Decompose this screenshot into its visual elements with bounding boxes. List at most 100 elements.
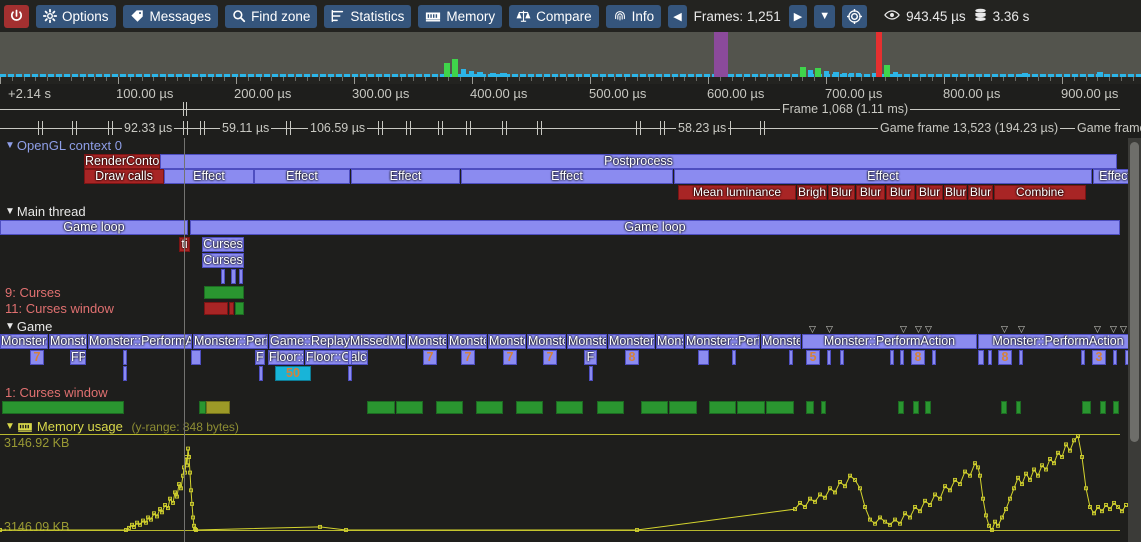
lock-bar[interactable] [235, 302, 244, 315]
timeline-zone[interactable]: Game loop [0, 220, 188, 235]
timeline-zone[interactable] [348, 350, 352, 365]
timeline-zone[interactable]: Floor:: [268, 350, 304, 365]
frame-bar[interactable] [500, 73, 507, 77]
time-ruler[interactable]: +2.14 s 100.00 µs 200.00 µs 300.00 µs 400.00… [0, 84, 1141, 106]
timeline-zone[interactable]: Monster::PerformAction [193, 334, 268, 349]
frame-bar[interactable] [444, 63, 450, 77]
timeline-zone[interactable]: Postprocess [160, 154, 1117, 169]
timeline-zone[interactable]: Effect [461, 169, 673, 184]
zone-collapse-icon[interactable]: ▽ [925, 324, 932, 334]
frame-bar[interactable] [893, 72, 898, 77]
vertical-scrollbar[interactable] [1128, 138, 1141, 542]
timeline-zone[interactable]: Monster::PerformAction [88, 334, 192, 349]
expander-icon[interactable]: ▼ [5, 140, 15, 151]
timeline-zone[interactable]: Effect [1093, 169, 1137, 184]
game-lock-rows[interactable]: 1: Curses window 11: Curses window [0, 138, 1141, 542]
zone-collapse-icon[interactable]: ▽ [1120, 324, 1127, 334]
zone-collapse-icon[interactable]: ▽ [1110, 324, 1117, 334]
timeline-zone[interactable]: Monster::PerformAction [978, 334, 1138, 349]
timeline-zone[interactable] [123, 366, 127, 381]
frame-bar[interactable] [452, 59, 458, 77]
frames-dropdown-button[interactable]: ▼ [814, 4, 836, 28]
timeline-zone[interactable]: Blur [828, 185, 855, 200]
options-button[interactable]: Options [36, 4, 116, 28]
gpu-zone-row-0[interactable]: RenderContoursPostprocess [0, 154, 1141, 169]
lock-bar[interactable] [516, 401, 543, 414]
timeline-zone[interactable]: Combine [994, 185, 1086, 200]
statistics-button[interactable]: Statistics [324, 4, 412, 28]
timeline-zone[interactable] [191, 350, 201, 365]
main-thread-gameloop-row[interactable]: Game loop Game loop [0, 220, 1141, 235]
zone-collapse-icon[interactable]: ▽ [1001, 324, 1008, 334]
main-thread-row-2[interactable]: Curses [0, 253, 1141, 268]
lock-bar[interactable] [476, 401, 503, 414]
lock-bar[interactable] [2, 401, 124, 414]
timeline-zone[interactable]: Blur [916, 185, 943, 200]
frame-bar[interactable] [849, 73, 854, 77]
frames-next-button[interactable]: ▶ [788, 4, 808, 28]
lock-bar[interactable] [925, 401, 931, 414]
lock-bar[interactable] [1001, 401, 1007, 414]
timeline-zone[interactable]: 7 [461, 350, 475, 365]
frame-bar[interactable] [824, 71, 829, 77]
crosshair-button[interactable] [842, 4, 868, 28]
timeline-zone[interactable]: Monster::PerformAction [567, 334, 607, 349]
timeline-zone[interactable]: Blur [886, 185, 915, 200]
lock-bar[interactable] [1082, 401, 1091, 414]
timeline-zone[interactable]: Monster::PerformAction [527, 334, 566, 349]
timeline-zone[interactable] [1081, 350, 1085, 365]
lock-bar[interactable] [204, 286, 244, 299]
timeline-zone[interactable] [988, 350, 992, 365]
main-thread-lock-rows[interactable]: 9: Curses 11: Curses window [0, 138, 1141, 542]
zone-collapse-icon[interactable]: ▽ [809, 324, 816, 334]
timeline-zone[interactable]: Monster::PerformAction [448, 334, 487, 349]
game-frame-band[interactable]: 92.33 µs 59.11 µs 106.59 µs 58.23 µs Game fr… [0, 118, 1141, 138]
section-header-main-thread[interactable]: ▼ Main thread [5, 204, 86, 219]
lock-bar[interactable] [1016, 401, 1021, 414]
lock-bar[interactable] [737, 401, 765, 414]
timeline-zone[interactable]: Monster::PerformAction [608, 334, 655, 349]
timeline-zone[interactable]: Draw calls [84, 169, 164, 184]
frame-bar[interactable] [833, 72, 839, 77]
timeline-zone[interactable]: F [255, 350, 265, 365]
timeline-zone[interactable]: Curses [202, 253, 244, 268]
frame-band[interactable]: Frame 1,068 (1.11 ms) [0, 100, 1141, 118]
timeline-zone[interactable]: 8 [911, 350, 925, 365]
timeline-zone[interactable] [221, 269, 225, 284]
lock-bar[interactable] [229, 302, 234, 315]
frame-bar[interactable] [815, 68, 821, 77]
lock-label[interactable]: 9: Curses [5, 285, 61, 300]
lock-bar[interactable] [206, 401, 230, 414]
lock-bar[interactable] [1100, 401, 1106, 414]
frame-overview-strip[interactable] [0, 32, 1141, 77]
lock-bar[interactable] [669, 401, 697, 414]
timeline-zone[interactable]: Game::ReplayMissedMonsterActions [269, 334, 406, 349]
timeline-zone[interactable]: Blur [968, 185, 993, 200]
scrollbar-thumb[interactable] [1130, 142, 1139, 442]
timeline-zone[interactable]: Mean luminance [678, 185, 796, 200]
info-button[interactable]: Info [605, 4, 662, 28]
timeline-zone[interactable]: Game loop [190, 220, 1120, 235]
frame-bar[interactable] [461, 69, 466, 77]
zone-collapse-icon[interactable]: ▽ [1018, 324, 1025, 334]
compare-button[interactable]: Compare [509, 4, 599, 28]
timeline-zone[interactable]: Monster::PerformAction [685, 334, 760, 349]
timeline-zone[interactable]: Monster::PerformAction [802, 334, 977, 349]
timeline-zone[interactable]: FP [70, 350, 86, 365]
timeline-zone[interactable]: Monster::PerformAction [407, 334, 447, 349]
timeline-zone[interactable] [732, 350, 736, 365]
timeline-zone[interactable]: Effect [254, 169, 350, 184]
timeline-zone[interactable]: Bright [797, 185, 827, 200]
gpu-zone-row-2[interactable]: Mean luminance Bright Blur Blur Blur Blur Blur… [0, 185, 1141, 200]
timeline-zone[interactable]: Blur [944, 185, 967, 200]
lock-bar[interactable] [766, 401, 794, 414]
frame-bar[interactable] [800, 67, 806, 77]
frame-bar[interactable] [842, 73, 847, 77]
lock-bar[interactable] [199, 401, 206, 414]
zone-collapse-icon[interactable]: ▽ [900, 324, 907, 334]
lock-bar[interactable] [709, 401, 736, 414]
timeline-zone[interactable]: 8 [998, 350, 1012, 365]
find-zone-button[interactable]: Find zone [225, 4, 318, 28]
lock-bar[interactable] [913, 401, 919, 414]
timeline-zone[interactable]: Effect [674, 169, 1092, 184]
